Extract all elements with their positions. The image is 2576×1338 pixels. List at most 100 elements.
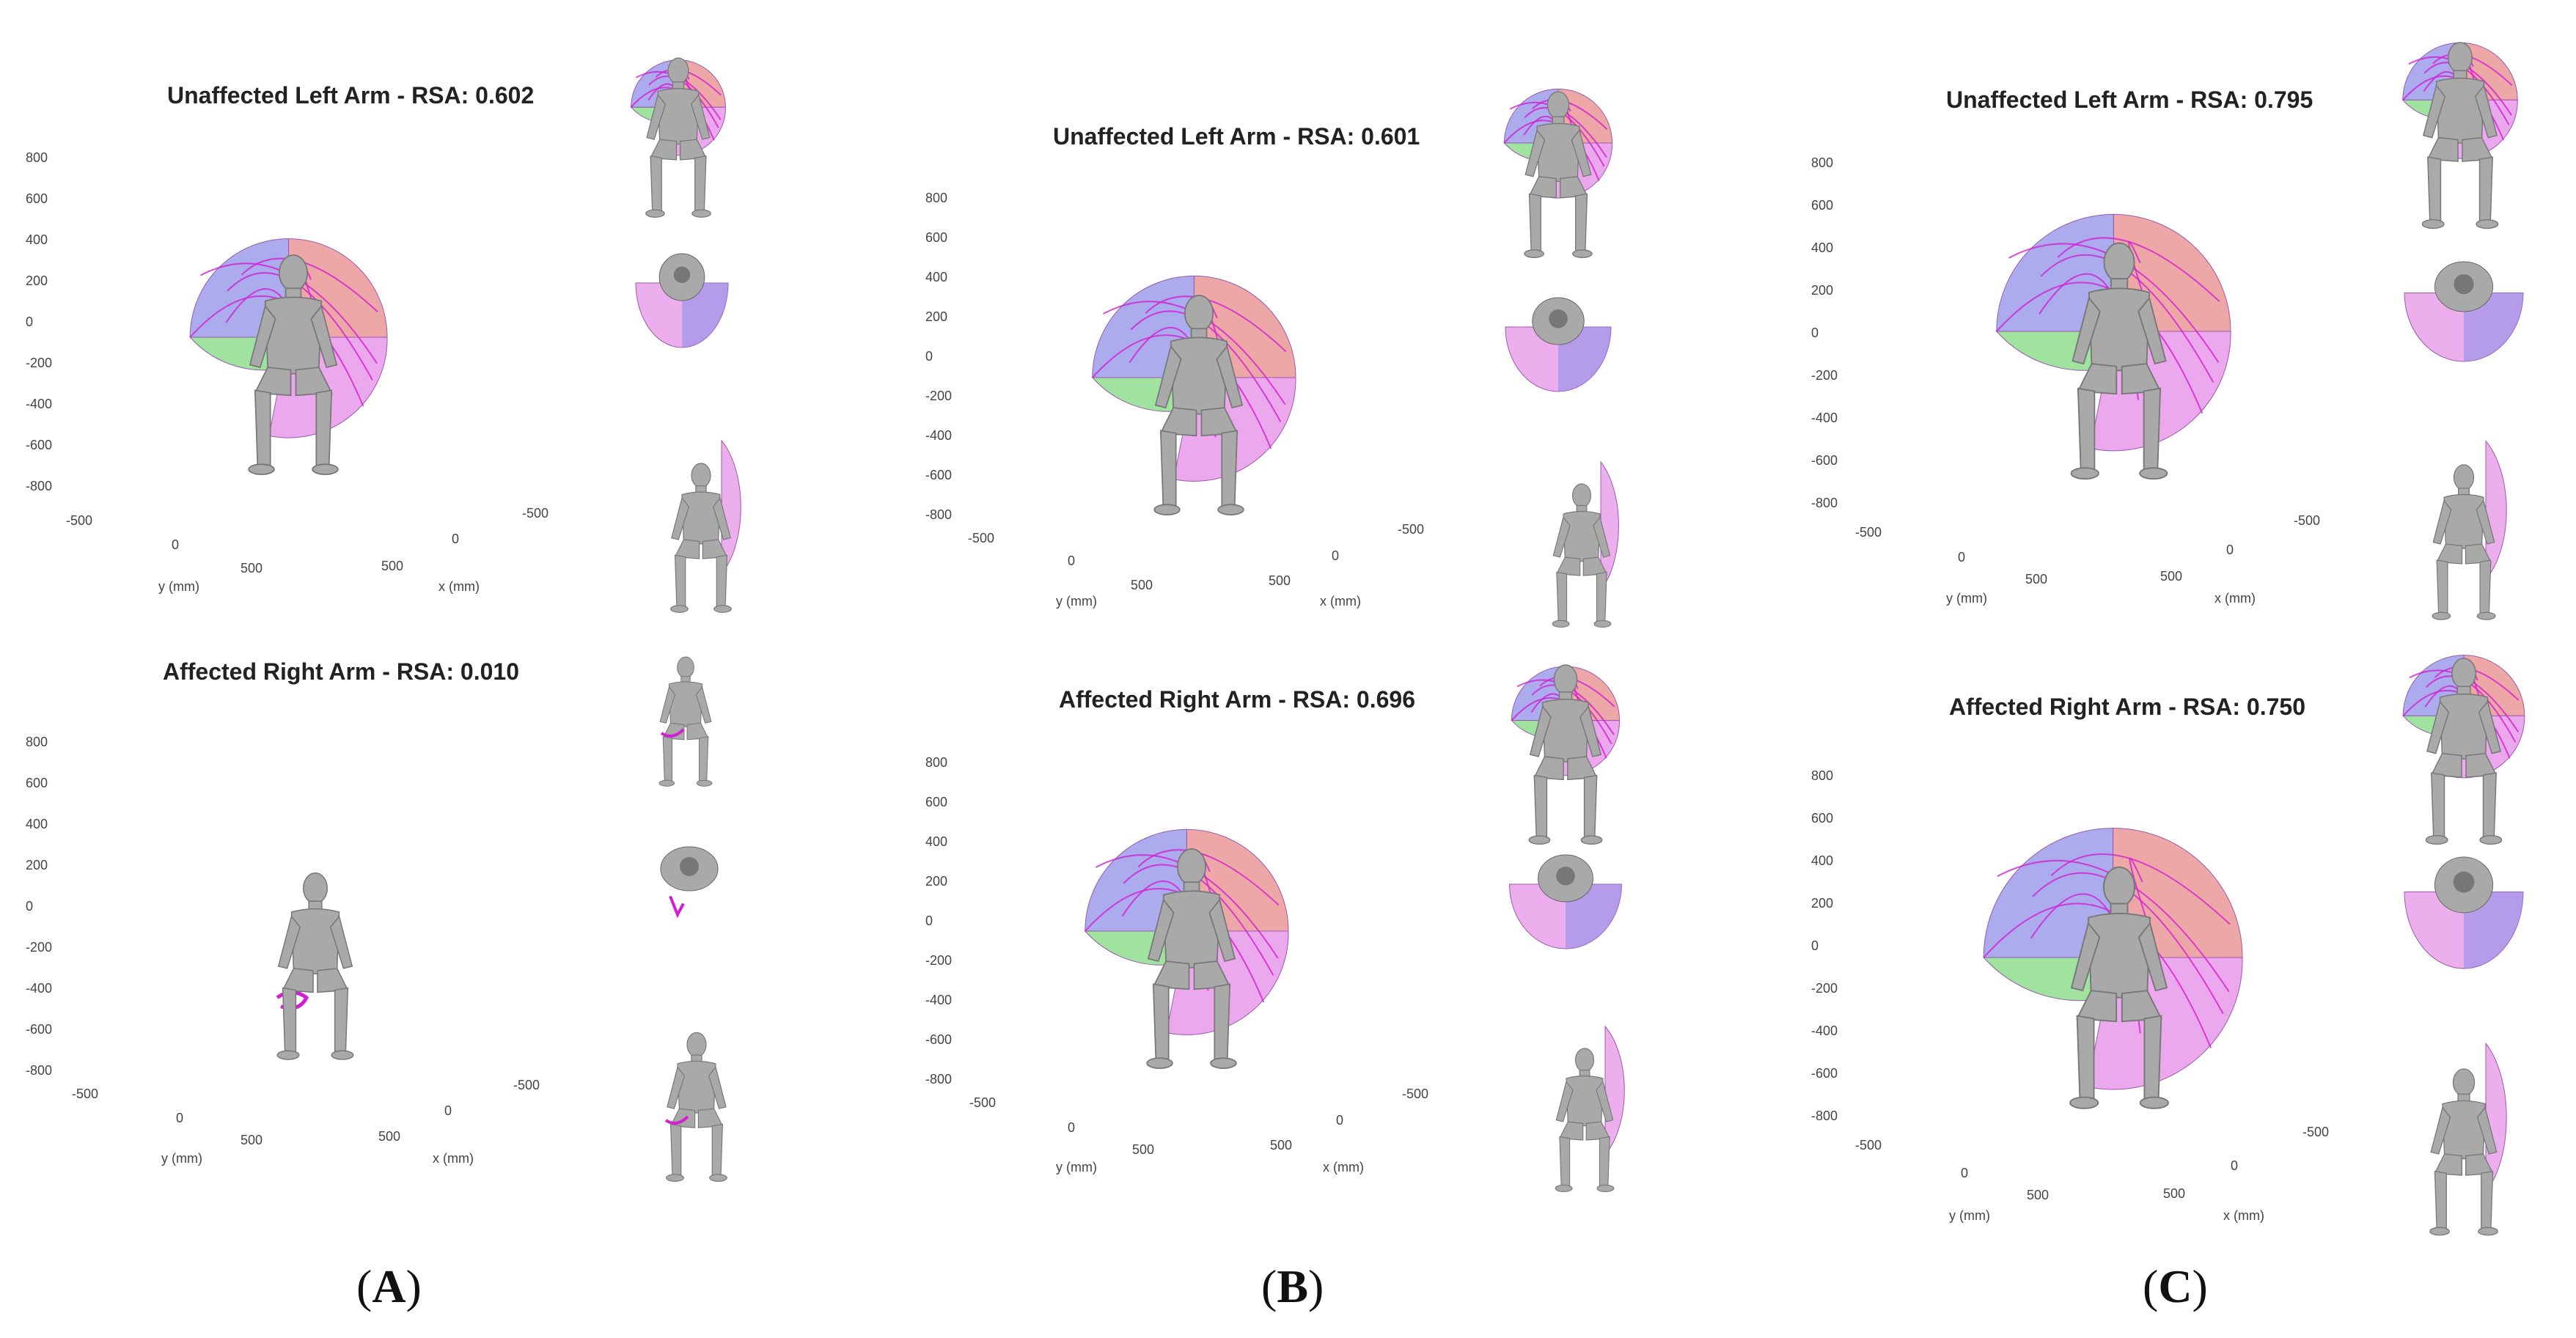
seated-mannequin-icon <box>670 463 732 613</box>
z-tick: 400 <box>925 834 948 849</box>
hand-trajectory <box>2057 237 2220 302</box>
hand-trajectory <box>660 728 685 738</box>
seated-mannequin-icon <box>2432 464 2496 620</box>
z-tick: -400 <box>1811 411 1838 425</box>
workspace-region <box>1558 327 1611 392</box>
y-tick: 500 <box>1132 1142 1155 1157</box>
x-tick: 0 <box>1336 1113 1344 1128</box>
x-tick: 500 <box>1270 1138 1293 1153</box>
plot-title: Affected Right Arm - RSA: 0.750 <box>1949 694 2305 720</box>
top-view <box>2404 261 2524 362</box>
workspace-region <box>1996 213 2114 332</box>
workspace-region <box>2464 892 2523 968</box>
x-tick: 0 <box>452 532 460 546</box>
x-tick: 500 <box>378 1129 401 1144</box>
z-tick: 400 <box>26 232 48 247</box>
panel-label: (B) <box>1261 1260 1324 1312</box>
top-view <box>1508 854 1623 949</box>
z-tick: 200 <box>1811 896 1834 911</box>
z-tick: -800 <box>925 507 953 522</box>
head-icon <box>1549 309 1568 328</box>
y-tick: 0 <box>1961 1166 1969 1180</box>
z-tick: 800 <box>1811 768 1834 783</box>
z-tick: 0 <box>1811 938 1819 953</box>
z-tick: 0 <box>1811 326 1819 340</box>
seated-mannequin-icon <box>276 872 354 1060</box>
x-axis-label: x (mm) <box>2223 1208 2264 1223</box>
z-tick: 800 <box>26 150 48 165</box>
head-icon <box>2454 274 2474 295</box>
hand-trajectory <box>2050 853 2231 925</box>
z-tick: -600 <box>1811 1066 1838 1081</box>
z-tick: 600 <box>1811 198 1834 213</box>
z-tick: 0 <box>925 349 933 364</box>
workspace-region <box>1092 275 1195 378</box>
plot-title: Unaffected Left Arm - RSA: 0.795 <box>1946 87 2313 113</box>
z-tick: 200 <box>925 309 948 324</box>
workspace-region <box>1604 1025 1625 1156</box>
z-tick: -200 <box>26 940 53 955</box>
z-tick: 800 <box>925 191 948 205</box>
z-tick: 600 <box>1811 811 1834 826</box>
plot-title: Affected Right Arm - RSA: 0.696 <box>1059 686 1415 713</box>
seated-mannequin-icon <box>2429 1068 2498 1236</box>
x-tick: 0 <box>2226 543 2234 557</box>
top-view <box>660 846 719 919</box>
side-view <box>1555 1025 1625 1193</box>
z-tick: -600 <box>26 1022 53 1037</box>
y-tick: -500 <box>969 1095 997 1110</box>
y-axis-label: y (mm) <box>158 579 199 594</box>
workspace-plot <box>1091 275 1296 516</box>
z-tick: -400 <box>26 981 53 996</box>
y-tick: -500 <box>66 513 93 528</box>
seated-mannequin-icon <box>658 656 713 787</box>
seated-mannequin-icon <box>2425 658 2503 845</box>
y-tick: 500 <box>2027 1188 2050 1202</box>
panel-a: Unaffected Left Arm - RSA: 0.602 -500 0 … <box>0 0 858 1338</box>
y-tick: 0 <box>176 1111 184 1125</box>
front-view <box>658 656 713 787</box>
z-tick: -800 <box>1811 1109 1838 1123</box>
z-tick: 600 <box>26 191 48 206</box>
z-tick: 200 <box>925 874 948 889</box>
seated-mannequin-icon <box>1153 295 1244 516</box>
top-view <box>635 253 729 348</box>
side-view <box>670 439 741 613</box>
y-axis-label: y (mm) <box>1056 594 1097 609</box>
workspace-region <box>1600 460 1619 592</box>
plot-title: Unaffected Left Arm - RSA: 0.602 <box>167 82 535 109</box>
z-tick: -400 <box>1811 1023 1838 1038</box>
side-view <box>2432 440 2507 620</box>
workspace-region <box>721 439 741 576</box>
y-tick: 0 <box>1068 1120 1076 1135</box>
y-tick: -500 <box>1855 1138 1882 1153</box>
workspace-plot <box>189 238 388 476</box>
hand-trajectory <box>2129 857 2153 938</box>
seated-mannequin-icon <box>645 57 711 218</box>
x-tick: -500 <box>513 1078 540 1092</box>
x-tick: -500 <box>2302 1125 2330 1139</box>
y-axis-label: y (mm) <box>161 1151 202 1166</box>
z-tick: 400 <box>1811 853 1834 868</box>
z-tick: -600 <box>925 1032 953 1047</box>
x-tick: 0 <box>1332 548 1340 563</box>
z-tick: 400 <box>1811 240 1834 255</box>
y-tick: 0 <box>1958 550 1966 565</box>
seated-mannequin-icon <box>248 254 339 476</box>
y-axis-label: y (mm) <box>1946 591 1987 606</box>
x-axis-label: x (mm) <box>438 579 480 594</box>
front-view <box>1511 664 1621 845</box>
hand-trajectory <box>1983 903 2212 1048</box>
y-tick: -500 <box>1855 525 1882 540</box>
x-tick: -500 <box>2294 513 2321 528</box>
front-view <box>2401 42 2518 229</box>
workspace-region <box>682 283 728 348</box>
seated-mannequin-icon <box>1528 664 1603 845</box>
y-tick: 500 <box>241 1133 263 1147</box>
panel-label: (A) <box>356 1260 422 1312</box>
front-view <box>1503 88 1613 258</box>
workspace-region <box>1983 828 2114 958</box>
z-tick: -800 <box>925 1072 953 1087</box>
y-tick: 0 <box>1068 554 1076 568</box>
plot-title: Affected Right Arm - RSA: 0.010 <box>163 658 519 685</box>
